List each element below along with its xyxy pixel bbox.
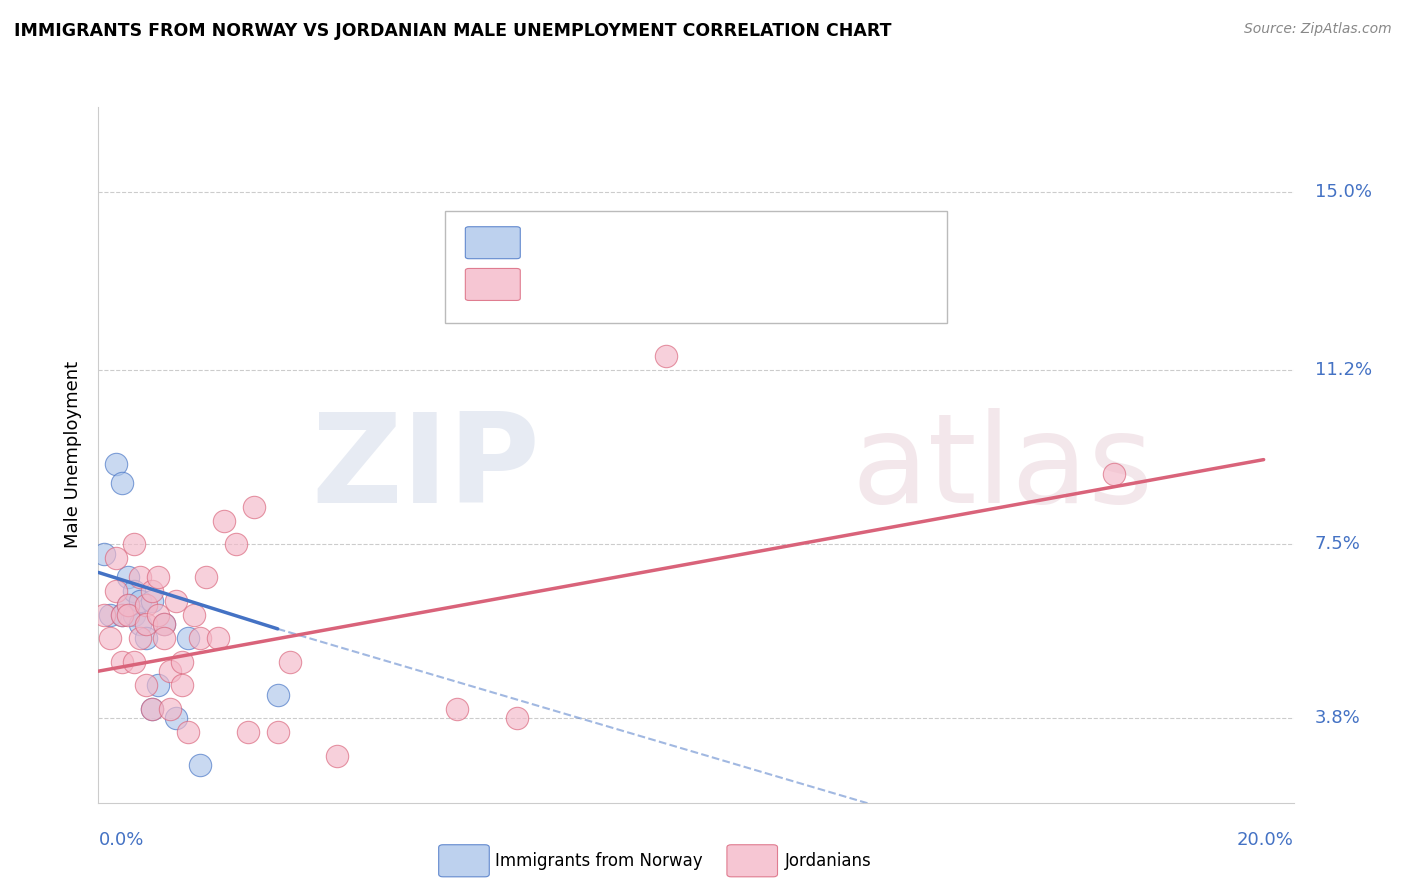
Point: [141, 584, 163, 599]
Point: [506, 711, 529, 725]
Point: [148, 607, 170, 622]
Text: 0.0%: 0.0%: [98, 831, 143, 849]
Point: [225, 537, 247, 551]
Point: [267, 725, 290, 739]
Text: 7.5%: 7.5%: [1315, 535, 1361, 553]
Point: [98, 607, 122, 622]
Point: [159, 702, 181, 716]
Text: 15.0%: 15.0%: [1315, 183, 1372, 201]
Point: [243, 500, 266, 514]
Point: [124, 607, 146, 622]
Point: [117, 570, 139, 584]
Point: [141, 702, 163, 716]
Point: [117, 599, 139, 613]
Point: [194, 570, 218, 584]
Point: [135, 617, 157, 632]
Point: [129, 570, 152, 584]
Point: [236, 725, 259, 739]
Text: 11.2%: 11.2%: [1315, 361, 1372, 379]
Text: atlas: atlas: [851, 409, 1153, 529]
Point: [153, 617, 176, 632]
Point: [111, 476, 134, 491]
Text: Source: ZipAtlas.com: Source: ZipAtlas.com: [1244, 22, 1392, 37]
Point: [172, 678, 194, 692]
Point: [446, 702, 468, 716]
Point: [105, 584, 128, 599]
Y-axis label: Male Unemployment: Male Unemployment: [65, 361, 83, 549]
Point: [105, 458, 128, 472]
Point: [177, 725, 200, 739]
Point: [172, 655, 194, 669]
Point: [183, 607, 205, 622]
Point: [124, 655, 146, 669]
Point: [165, 711, 187, 725]
Point: [278, 655, 301, 669]
Point: [153, 617, 176, 632]
Point: [111, 607, 134, 622]
Point: [326, 748, 349, 763]
Text: Immigrants from Norway: Immigrants from Norway: [495, 852, 703, 870]
Point: [129, 632, 152, 646]
Point: [124, 537, 146, 551]
Text: IMMIGRANTS FROM NORWAY VS JORDANIAN MALE UNEMPLOYMENT CORRELATION CHART: IMMIGRANTS FROM NORWAY VS JORDANIAN MALE…: [14, 22, 891, 40]
Text: R =  0.401: R = 0.401: [534, 276, 644, 293]
Point: [129, 617, 152, 632]
Point: [105, 551, 128, 566]
Text: N = 20: N = 20: [749, 234, 815, 252]
Point: [153, 632, 176, 646]
Text: Jordanians: Jordanians: [785, 852, 872, 870]
Point: [212, 514, 235, 528]
Point: [267, 688, 290, 702]
Text: ZIP: ZIP: [312, 409, 540, 529]
Point: [188, 632, 211, 646]
Point: [135, 678, 157, 692]
Point: [148, 678, 170, 692]
Point: [207, 632, 229, 646]
Point: [177, 632, 200, 646]
FancyBboxPatch shape: [444, 211, 946, 323]
Text: R = -0.231: R = -0.231: [534, 234, 644, 252]
Text: 20.0%: 20.0%: [1237, 831, 1294, 849]
Point: [111, 607, 134, 622]
Point: [141, 702, 163, 716]
Point: [165, 593, 187, 607]
Point: [188, 758, 211, 772]
Point: [135, 599, 157, 613]
Text: N = 42: N = 42: [749, 276, 815, 293]
Point: [117, 599, 139, 613]
FancyBboxPatch shape: [465, 227, 520, 259]
FancyBboxPatch shape: [465, 268, 520, 301]
Point: [111, 655, 134, 669]
Point: [135, 632, 157, 646]
Point: [93, 607, 115, 622]
Point: [93, 547, 115, 561]
Point: [1104, 467, 1126, 481]
Point: [141, 593, 163, 607]
Point: [129, 593, 152, 607]
Point: [655, 349, 678, 363]
Point: [117, 607, 139, 622]
Point: [124, 584, 146, 599]
Text: 3.8%: 3.8%: [1315, 709, 1361, 727]
Point: [98, 632, 122, 646]
Point: [148, 570, 170, 584]
Point: [159, 664, 181, 678]
